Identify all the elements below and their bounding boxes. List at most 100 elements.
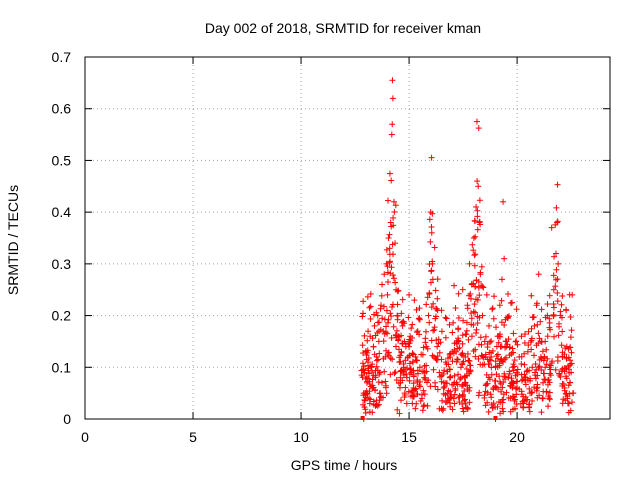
data-point [375,379,382,386]
data-point [549,358,556,365]
data-point [381,368,388,375]
data-point [478,341,485,348]
data-point [488,401,495,408]
data-point [532,375,539,382]
data-point [453,340,460,347]
data-point [422,339,429,346]
data-point [509,384,516,391]
data-point [535,340,542,347]
data-point [478,282,485,289]
data-point [457,364,464,371]
data-point [472,233,479,240]
data-point [479,312,486,319]
data-point [503,354,510,361]
data-point [559,328,566,335]
data-point [397,397,404,404]
data-point [396,410,403,417]
data-point [535,330,542,337]
data-point [409,359,416,366]
data-point [470,348,477,355]
data-point [456,376,463,383]
data-point [532,360,539,367]
data-point [372,372,379,379]
data-point [466,260,473,267]
data-point [412,385,419,392]
data-point [495,398,502,405]
data-point [454,356,461,363]
data-point [521,361,528,368]
data-point [421,391,428,398]
y-axis-label: SRMTID / TECUs [5,185,21,295]
data-point [359,360,366,367]
data-point [558,301,565,308]
data-point [512,338,519,345]
data-point [413,329,420,336]
data-point [525,328,532,335]
data-point [384,197,391,204]
data-point [446,400,453,407]
data-point [467,295,474,302]
data-point [414,377,421,384]
data-point [483,381,490,388]
data-point [539,395,546,402]
data-point [392,279,399,286]
data-point [393,377,400,384]
data-point [407,366,414,373]
data-point [546,292,553,299]
data-point [388,313,395,320]
data-point [384,263,391,270]
data-point [494,351,501,358]
data-point [403,400,410,407]
data-point [411,297,418,304]
data-point [359,342,366,349]
data-point [399,296,406,303]
data-point [476,292,483,299]
data-point [552,221,559,228]
data-point [432,287,439,294]
data-point [477,221,484,228]
data-point [553,204,560,211]
data-point [446,397,453,404]
data-point [393,327,400,334]
data-point [429,352,436,359]
data-point [543,346,550,353]
y-tick-label: 0.6 [52,101,72,117]
data-point [503,338,510,345]
data-point [385,278,392,285]
data-point [567,357,574,364]
data-point [530,314,537,321]
data-point [455,290,462,297]
data-point [464,350,471,357]
data-point [554,298,561,305]
data-point [562,345,569,352]
data-point [389,121,396,128]
data-point [424,402,431,409]
data-point [437,339,444,346]
data-point [409,392,416,399]
data-point [542,364,549,371]
data-point [504,314,511,321]
data-point [498,276,505,283]
data-point [398,349,405,356]
data-point [410,351,417,358]
data-point [434,386,441,393]
data-point [440,384,447,391]
data-point [562,373,569,380]
data-point [438,378,445,385]
data-point [414,390,421,397]
data-point [484,380,491,387]
data-point [568,349,575,356]
data-point [396,346,403,353]
data-point [492,404,499,411]
data-point [518,333,525,340]
y-tick-label: 0.3 [52,256,72,272]
data-point [529,389,536,396]
data-point [510,406,517,413]
data-point [389,77,396,84]
data-point [534,372,541,379]
data-point [423,301,430,308]
data-point [426,319,433,326]
data-point [538,306,545,313]
data-point [518,353,525,360]
data-point [451,282,458,289]
